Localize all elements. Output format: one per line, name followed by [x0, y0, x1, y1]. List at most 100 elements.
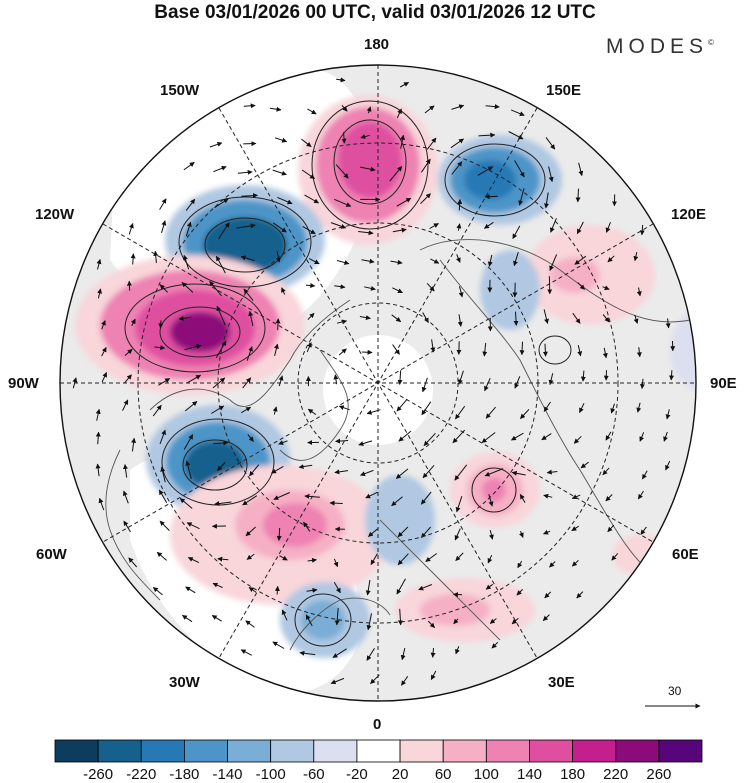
wind-vector — [516, 589, 523, 596]
wind-vector — [455, 496, 463, 513]
wind-vector — [101, 346, 107, 357]
wind-vector — [611, 553, 619, 561]
wind-vector — [161, 220, 167, 234]
anomaly-blue-east-siberia — [480, 250, 540, 330]
wind-vector — [240, 255, 255, 262]
wind-vector — [332, 648, 347, 659]
wind-vector — [364, 285, 376, 291]
label-30e: 30E — [548, 674, 575, 691]
graticule — [60, 65, 696, 701]
wind-vector — [368, 528, 379, 537]
wind-vector — [450, 138, 465, 149]
wind-vector — [272, 169, 287, 176]
wind-vector — [275, 318, 281, 331]
contour-blue-130w — [178, 196, 312, 288]
wind-vector — [183, 434, 194, 450]
wind-vector — [513, 251, 519, 267]
colorbar-swatch — [442, 739, 487, 763]
wind-vector — [482, 342, 488, 357]
wind-vector — [334, 198, 352, 207]
label-150e: 150E — [546, 82, 582, 99]
colorbar-swatch — [140, 739, 185, 763]
wind-vector — [334, 469, 349, 475]
wind-vector — [242, 495, 258, 506]
wind-vector — [275, 251, 281, 263]
wind-vector — [128, 557, 138, 568]
wind-vector — [455, 552, 464, 561]
wind-vector — [607, 255, 615, 263]
wind-vector — [183, 254, 190, 270]
wind-vector — [397, 526, 409, 538]
wind-vector — [272, 406, 278, 415]
wind-vector — [543, 493, 553, 499]
wind-vector — [576, 221, 584, 235]
wind-vector — [430, 647, 436, 658]
wind-vector — [580, 370, 586, 382]
wind-vector — [400, 647, 406, 661]
wind-vector — [485, 406, 496, 419]
wind-vector — [336, 77, 346, 83]
wind-vector — [605, 494, 613, 502]
wind-vector — [122, 399, 129, 411]
colorbar-label: 140 — [516, 766, 543, 783]
wind-vector — [396, 197, 412, 207]
wind-vector — [181, 614, 193, 623]
wind-vector — [360, 469, 374, 477]
coast-us — [105, 449, 161, 601]
wind-vector — [391, 314, 402, 323]
wind-vector — [97, 288, 103, 299]
wind-vector — [420, 193, 431, 205]
wind-vector — [477, 166, 494, 176]
wind-vector — [249, 464, 260, 477]
wind-vector — [130, 318, 136, 327]
wind-vector — [400, 134, 405, 149]
contour-pink-150e — [311, 100, 429, 230]
wind-vector — [396, 578, 406, 595]
wind-vector — [281, 609, 288, 621]
colorbar-swatch — [313, 739, 358, 763]
wind-vector — [391, 496, 403, 507]
wind-vector — [518, 531, 524, 538]
wind-vector — [422, 312, 429, 324]
colorbar-swatch — [399, 739, 444, 763]
contour-purple-100w — [124, 283, 266, 373]
wind-vector — [308, 258, 320, 265]
wind-vector — [640, 526, 647, 535]
wind-vector — [580, 461, 589, 469]
colorbar-label: -20 — [346, 766, 368, 783]
wind-vector — [361, 258, 375, 264]
wind-vector — [484, 468, 504, 477]
wind-vector — [185, 586, 196, 594]
contour-pink-150e-inner — [333, 119, 407, 205]
vector-scale-value: 30 — [668, 684, 682, 698]
wind-vector — [392, 344, 400, 355]
wind-vector — [95, 431, 101, 445]
label-90e: 90E — [710, 375, 737, 392]
wind-vector — [457, 314, 463, 327]
wind-vector — [396, 398, 408, 412]
wind-vector — [541, 433, 552, 441]
wind-vector — [543, 309, 549, 324]
wind-vector — [178, 315, 192, 321]
wind-vector — [456, 223, 462, 231]
wind-vector — [508, 131, 524, 140]
wind-vector — [549, 254, 558, 271]
colorbar-swatch — [615, 739, 660, 763]
wind-vector — [279, 555, 288, 561]
wind-vector — [633, 251, 639, 262]
wind-vector — [571, 560, 579, 567]
wind-vector — [358, 440, 373, 446]
colorbar-label: -220 — [126, 766, 157, 783]
copyright-mark: © — [708, 38, 714, 47]
wind-vector — [246, 553, 255, 560]
wind-vector — [341, 132, 347, 144]
wind-vector — [451, 161, 463, 175]
wind-vector — [548, 166, 554, 183]
wind-vector — [574, 255, 587, 265]
wind-vector — [517, 560, 523, 569]
contour-purple-100w-inner — [159, 306, 241, 358]
wind-vector — [213, 165, 227, 173]
wind-vector — [481, 432, 496, 443]
coast-greenland — [279, 349, 349, 461]
wind-vector — [160, 466, 166, 483]
